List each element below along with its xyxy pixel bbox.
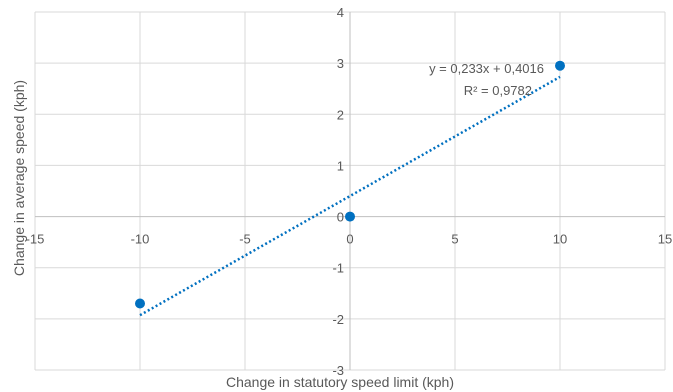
x-tick-label: 5 [451, 232, 458, 247]
data-point [555, 60, 565, 71]
y-tick-label: 1 [337, 158, 344, 173]
y-tick-label: -2 [332, 312, 344, 327]
x-tick-label: -15 [26, 232, 45, 247]
data-point [135, 298, 145, 309]
trendline-r-squared: R² = 0,9782 [464, 83, 532, 98]
trendline [139, 75, 561, 317]
y-tick-label: -1 [332, 261, 344, 276]
y-tick-label: -3 [332, 363, 344, 378]
data-points [135, 60, 565, 309]
y-axis-title: Change in average speed (kph) [11, 80, 27, 276]
data-point [345, 211, 355, 222]
x-axis-title: Change in statutory speed limit (kph) [226, 374, 454, 390]
y-tick-label: 3 [337, 56, 344, 71]
x-tick-label: -5 [239, 232, 251, 247]
y-tick-label: 4 [337, 5, 344, 20]
x-tick-label: -10 [131, 232, 150, 247]
trendline-equation: y = 0,233x + 0,4016 [429, 61, 544, 76]
trendline-path [139, 75, 561, 317]
axes [35, 12, 665, 370]
y-tick-label: 0 [337, 210, 344, 225]
x-tick-label: 0 [346, 232, 353, 247]
x-tick-label: 10 [553, 232, 567, 247]
y-tick-label: 2 [337, 107, 344, 122]
x-tick-label: 15 [658, 232, 672, 247]
